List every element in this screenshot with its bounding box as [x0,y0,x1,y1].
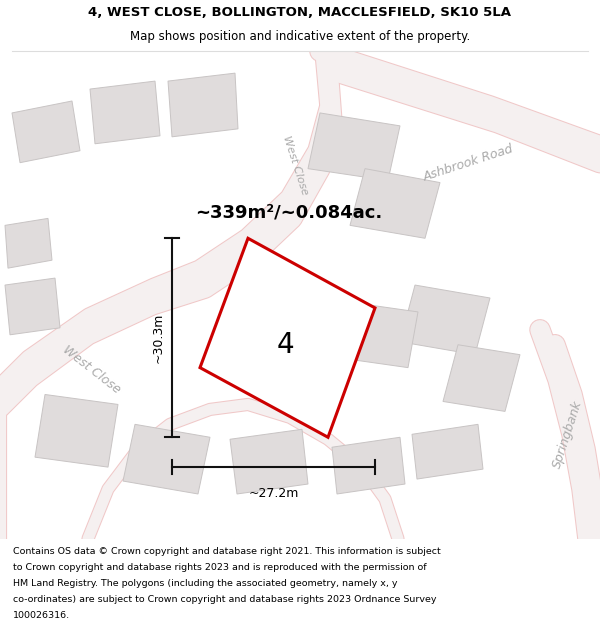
Polygon shape [200,238,375,438]
Polygon shape [168,73,238,137]
Polygon shape [412,424,483,479]
Polygon shape [338,302,418,368]
Text: ~30.3m: ~30.3m [151,312,164,363]
Polygon shape [350,169,440,238]
Text: ~339m²/~0.084ac.: ~339m²/~0.084ac. [195,203,382,221]
Text: 4: 4 [276,331,294,359]
Text: Map shows position and indicative extent of the property.: Map shows position and indicative extent… [130,31,470,43]
Text: Contains OS data © Crown copyright and database right 2021. This information is : Contains OS data © Crown copyright and d… [13,548,441,556]
Text: to Crown copyright and database rights 2023 and is reproduced with the permissio: to Crown copyright and database rights 2… [13,563,427,572]
Text: West Close: West Close [61,343,124,396]
Polygon shape [443,345,520,411]
Polygon shape [123,424,210,494]
Text: 4, WEST CLOSE, BOLLINGTON, MACCLESFIELD, SK10 5LA: 4, WEST CLOSE, BOLLINGTON, MACCLESFIELD,… [89,6,511,19]
Polygon shape [5,278,60,335]
Polygon shape [12,101,80,162]
Text: co-ordinates) are subject to Crown copyright and database rights 2023 Ordnance S: co-ordinates) are subject to Crown copyr… [13,595,437,604]
Text: Ashbrook Road: Ashbrook Road [421,142,515,183]
Polygon shape [332,438,405,494]
Text: HM Land Registry. The polygons (including the associated geometry, namely x, y: HM Land Registry. The polygons (includin… [13,579,398,588]
Polygon shape [5,218,52,268]
Polygon shape [35,394,118,467]
Polygon shape [308,113,400,181]
Polygon shape [400,285,490,355]
Text: 100026316.: 100026316. [13,611,70,620]
Polygon shape [90,81,160,144]
Text: West Close: West Close [281,135,309,197]
Text: Springbank: Springbank [551,399,585,470]
Text: ~27.2m: ~27.2m [248,487,299,500]
Polygon shape [230,429,308,494]
